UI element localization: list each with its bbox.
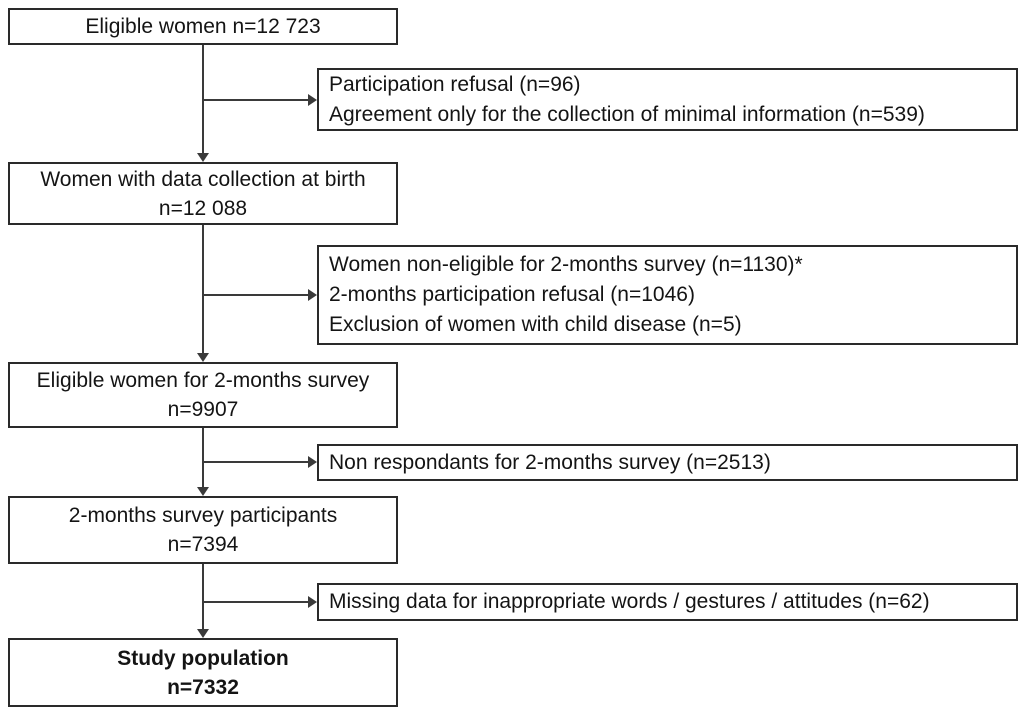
flow-box-text: 2-months survey participants [68, 504, 338, 527]
exclusion-box-non-respondants: Non respondants for 2-months survey (n=2… [317, 444, 1018, 481]
connector-line-branch-3 [203, 461, 308, 463]
connector-line-vertical-3 [202, 428, 204, 487]
flow-box-text: Women with data collection at birth [40, 167, 366, 191]
exclusion-text: Women non-eligible for 2-months survey (… [329, 253, 803, 276]
arrowhead-down-icon [197, 353, 209, 362]
flow-box-count: n=7332 [167, 675, 239, 699]
flow-box-text: Study population [117, 646, 289, 670]
arrowhead-down-icon [197, 629, 209, 638]
connector-line-branch-2 [203, 294, 308, 296]
arrowhead-down-icon [197, 487, 209, 496]
exclusion-text: Exclusion of women with child disease (n… [329, 313, 742, 336]
flow-box-count: n=12 088 [158, 196, 248, 220]
connector-line-vertical-2 [202, 225, 204, 353]
exclusion-text: Agreement only for the collection of min… [329, 102, 925, 126]
arrowhead-right-icon [308, 289, 317, 301]
exclusion-text: Missing data for inappropriate words / g… [329, 590, 930, 613]
flow-box-study-population: Study population n=7332 [8, 638, 398, 707]
connector-line-branch-4 [203, 601, 308, 603]
flow-box-count: n=9907 [167, 398, 239, 421]
connector-line-branch-1 [203, 99, 308, 101]
flow-box-text: Eligible women for 2-months survey [36, 369, 370, 392]
arrowhead-right-icon [308, 596, 317, 608]
flow-box-text: Eligible women n=12 723 [85, 15, 321, 38]
flow-box-women-data-collection-birth: Women with data collection at birth n=12… [8, 162, 398, 225]
arrowhead-down-icon [197, 153, 209, 162]
exclusion-text: Participation refusal (n=96) [329, 72, 581, 96]
connector-line-vertical-4 [202, 564, 204, 629]
exclusion-text: Non respondants for 2-months survey (n=2… [329, 450, 771, 474]
flow-box-eligible-women: Eligible women n=12 723 [8, 8, 398, 45]
exclusion-box-non-eligible-2-months: Women non-eligible for 2-months survey (… [317, 245, 1018, 345]
arrowhead-right-icon [308, 94, 317, 106]
flow-box-count: n=7394 [167, 533, 239, 556]
flow-box-2-months-participants: 2-months survey participants n=7394 [8, 496, 398, 564]
arrowhead-right-icon [308, 456, 317, 468]
flow-box-eligible-women-2-months: Eligible women for 2-months survey n=990… [8, 362, 398, 428]
exclusion-box-participation-refusal: Participation refusal (n=96) Agreement o… [317, 68, 1018, 131]
exclusion-text: 2-months participation refusal (n=1046) [329, 283, 695, 306]
exclusion-box-missing-data: Missing data for inappropriate words / g… [317, 583, 1018, 621]
